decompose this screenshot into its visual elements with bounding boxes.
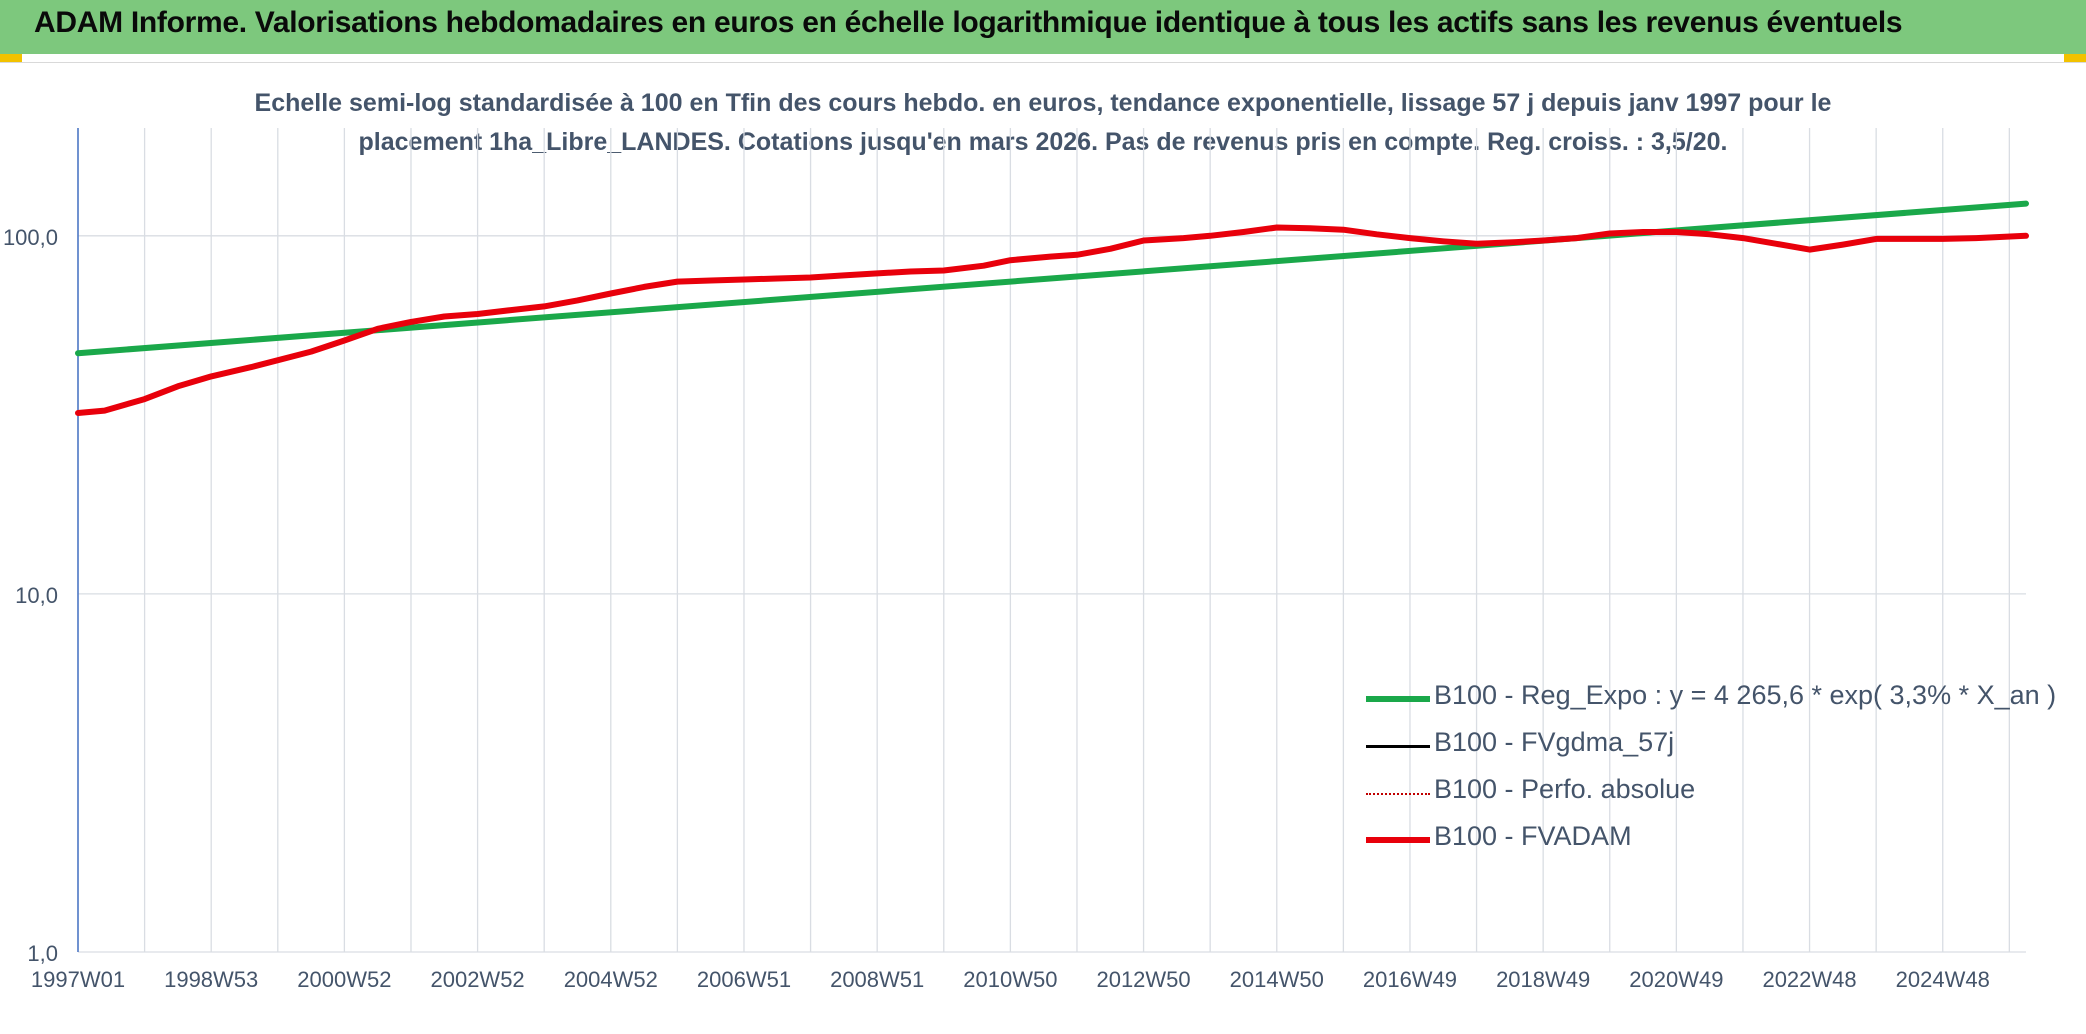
legend-label-fvadam: B100 - FVADAM [1434, 821, 1632, 851]
line-chart: 1,0 10,0 100,0 1997W01 1998W53 2000W52 2002W52… [3, 128, 2029, 992]
x-tick-label: 2010W50 [963, 967, 1057, 992]
legend-label-regression: B100 - Reg_Expo : y = 4 265,6 * exp( 3,3… [1434, 680, 2057, 710]
series-regression-line [75, 200, 2029, 357]
legend-swatch-regression [1366, 696, 1430, 702]
x-tick-label: 2022W48 [1762, 967, 1856, 992]
corner-accent-right [2064, 54, 2086, 64]
chart-title-line-1: Echelle semi-log standardisée à 100 en T… [254, 89, 1832, 117]
x-tick-label: 1997W01 [31, 967, 125, 992]
x-tick-label: 2004W52 [564, 967, 658, 992]
header-bar: ADAM Informe. Valorisations hebdomadaire… [0, 0, 2086, 54]
chart-title-line-2: placement 1ha_Libre_LANDES. Cotations ju… [358, 128, 1728, 156]
series-fvadam-line [75, 224, 2029, 416]
y-tick-label: 100,0 [3, 225, 58, 250]
x-tick-label: 2018W49 [1496, 967, 1590, 992]
x-tick-label: 2002W52 [430, 967, 524, 992]
x-tick-label: 2016W49 [1363, 967, 1457, 992]
legend-swatch-fvgdma [1366, 745, 1430, 748]
x-tick-label: 2024W48 [1896, 967, 1990, 992]
x-tick-label: 2000W52 [297, 967, 391, 992]
x-tick-label: 2006W51 [697, 967, 791, 992]
x-tick-label: 2020W49 [1629, 967, 1723, 992]
page-title: ADAM Informe. Valorisations hebdomadaire… [34, 6, 1903, 39]
chart-area: Echelle semi-log standardisée à 100 en T… [0, 62, 2086, 1034]
y-tick-label: 10,0 [15, 583, 58, 608]
legend-label-fvgdma: B100 - FVgdma_57j [1434, 727, 1675, 757]
corner-accent-left [0, 54, 22, 64]
x-tick-label: 1998W53 [164, 967, 258, 992]
legend-label-perfo: B100 - Perfo. absolue [1434, 774, 1696, 804]
legend-swatch-perfo [1366, 793, 1430, 795]
x-tick-label: 2014W50 [1230, 967, 1324, 992]
x-tick-label: 2012W50 [1096, 967, 1190, 992]
y-tick-label: 1,0 [27, 941, 58, 966]
x-tick-label: 2008W51 [830, 967, 924, 992]
legend-swatch-fvadam [1366, 837, 1430, 843]
